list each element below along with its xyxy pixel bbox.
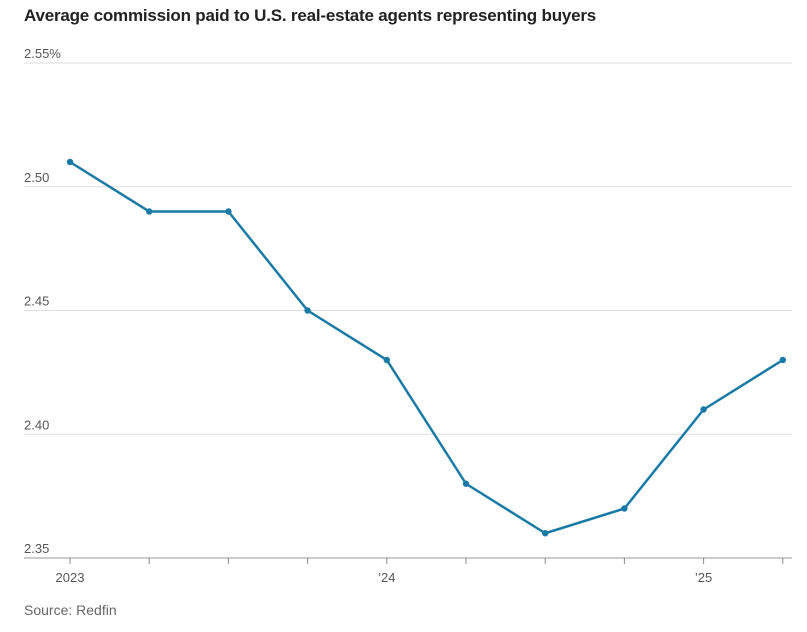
grid-lines [24, 62, 792, 559]
tick-labels: 2.55% 2.50 2.45 2.40 2.35 2023 ’24 ’25 [24, 46, 712, 585]
data-point [66, 158, 74, 166]
y-tick-label: 2.40 [24, 417, 49, 432]
data-point [621, 505, 628, 512]
data-point [304, 307, 311, 314]
y-tick-label: 2.45 [24, 294, 49, 309]
x-tick-label: ’25 [695, 570, 712, 585]
data-point [146, 208, 153, 215]
x-tick-label: 2023 [56, 570, 85, 585]
source-note: Source: Redfin [24, 602, 117, 618]
series-line [68, 160, 785, 535]
data-point [542, 530, 549, 537]
series-layer [66, 158, 786, 537]
y-tick-label: 2.35 [24, 541, 49, 556]
x-tick-label: ’24 [378, 570, 395, 585]
data-point [225, 208, 232, 215]
data-point [700, 406, 707, 413]
y-tick-label: 2.50 [24, 170, 49, 185]
data-point [462, 480, 470, 487]
x-axis [69, 558, 784, 564]
data-point [779, 356, 786, 364]
chart-title: Average commission paid to U.S. real-est… [24, 6, 597, 25]
y-tick-label: 2.55% [24, 46, 61, 61]
data-point [383, 356, 390, 364]
